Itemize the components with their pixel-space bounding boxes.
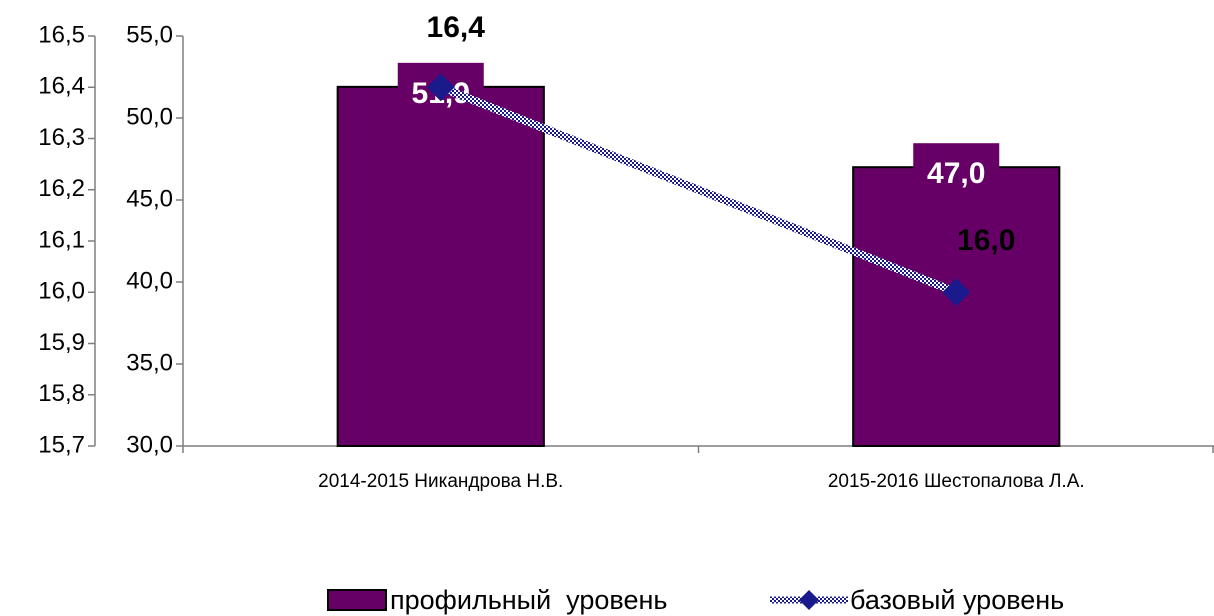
y-tick-label: 55,0 xyxy=(126,21,173,48)
y2-tick-label: 16,3 xyxy=(38,124,85,151)
y2-tick-label: 15,9 xyxy=(38,329,85,356)
value-label-box xyxy=(913,143,1000,194)
y-tick-label: 35,0 xyxy=(126,349,173,376)
point xyxy=(942,278,971,307)
point xyxy=(426,73,455,102)
bar xyxy=(852,166,1061,447)
y-tick-label: 45,0 xyxy=(126,185,173,212)
y-tick-label: 30,0 xyxy=(126,431,173,458)
y2-tick-label: 16,0 xyxy=(38,278,85,305)
y2-tick-label: 16,2 xyxy=(38,175,85,202)
y2-tick-label: 16,1 xyxy=(38,226,85,253)
value-label: 16,4 xyxy=(427,11,486,44)
x-tick-label: 2015-2016 Шестопалова Л.А. xyxy=(828,471,1085,492)
line xyxy=(439,83,958,296)
x-tick-label: 2014-2015 Никандрова Н.В. xyxy=(318,471,563,492)
y2-tick-label: 16,4 xyxy=(38,73,85,100)
legend-marker xyxy=(799,590,819,610)
value-label: 47,0 xyxy=(927,157,985,190)
legend-label: базовый уровень xyxy=(850,585,1064,615)
y2-tick-label: 15,7 xyxy=(38,431,85,458)
legend-swatch xyxy=(327,589,387,611)
legend-label: профильный уровень xyxy=(390,585,667,615)
y-tick-label: 50,0 xyxy=(126,103,173,130)
y2-tick-label: 15,8 xyxy=(38,380,85,407)
bar xyxy=(336,85,545,447)
y2-tick-label: 16,5 xyxy=(38,21,85,48)
y-tick-label: 40,0 xyxy=(126,267,173,294)
value-label: 16,0 xyxy=(957,224,1015,257)
